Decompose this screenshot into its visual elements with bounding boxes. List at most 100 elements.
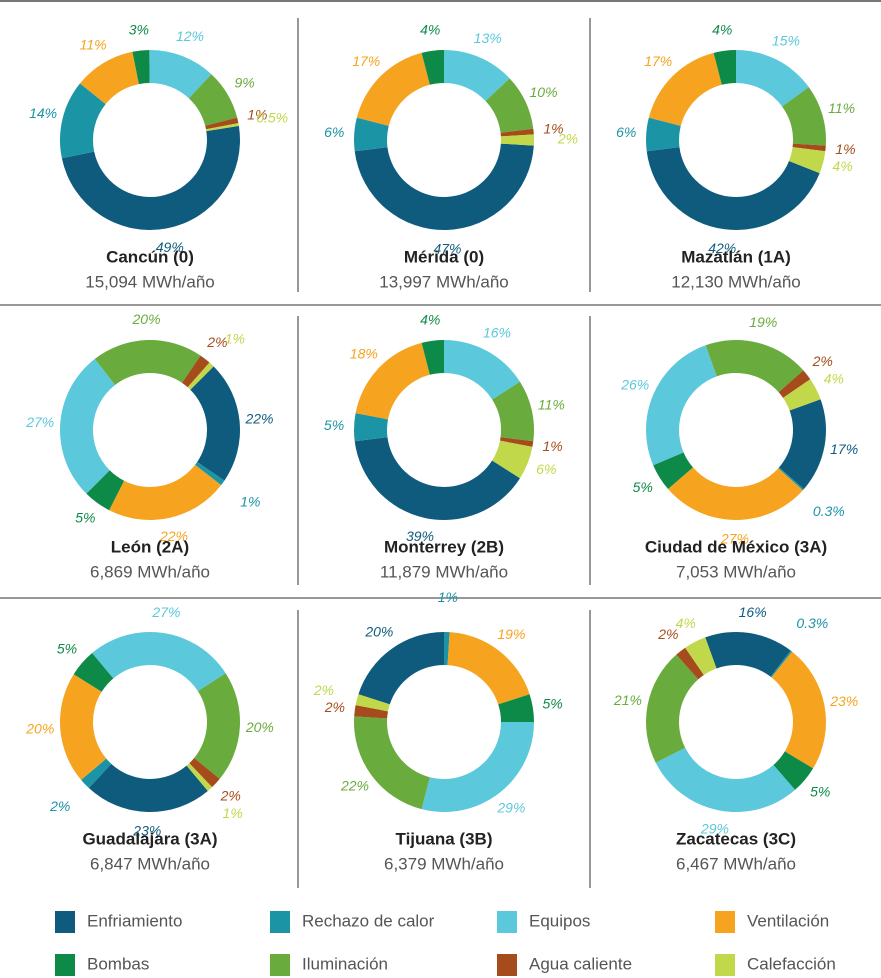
legend-label: Bombas — [87, 954, 149, 973]
data-label: 27% — [720, 531, 749, 547]
data-label: 10% — [530, 84, 558, 100]
data-label: 4% — [420, 22, 440, 38]
donut-slice — [444, 340, 520, 400]
donut-slice — [645, 117, 681, 152]
donut-slice — [500, 134, 534, 146]
data-label: 29% — [496, 800, 525, 816]
donut-slice — [195, 462, 225, 486]
donut-slice — [788, 147, 826, 174]
donut-slice — [79, 51, 139, 105]
chart-title: Guadalajara (3A) — [82, 829, 217, 848]
data-label: 0.3% — [813, 503, 845, 519]
donut-slice — [132, 50, 150, 85]
data-label: 5% — [324, 417, 344, 433]
legend-label: Calefacción — [747, 954, 836, 973]
data-label: 2% — [557, 131, 578, 147]
data-label: 39% — [406, 528, 434, 544]
data-label: 1% — [223, 805, 243, 821]
donut-slice — [500, 128, 534, 137]
donut-slice — [646, 147, 820, 230]
data-label: 4% — [824, 370, 844, 386]
data-label: 0.5% — [256, 109, 288, 125]
legend-swatch — [270, 911, 290, 933]
legend-swatch — [497, 954, 517, 976]
donut-slice — [646, 654, 699, 763]
data-label: 17% — [644, 53, 672, 69]
donut-slice — [354, 117, 389, 152]
data-label: 1% — [543, 438, 563, 454]
donut-slice — [421, 50, 444, 85]
donut-slice — [149, 50, 212, 99]
legend-label: Ventilación — [747, 911, 829, 930]
data-label: 4% — [420, 312, 440, 328]
chart-subtitle: 6,869 MWh/año — [90, 562, 210, 581]
data-label: 20% — [25, 720, 54, 736]
chart-subtitle: 6,467 MWh/año — [676, 854, 796, 873]
donut-slice — [778, 467, 804, 491]
donut-slice — [645, 345, 717, 466]
legend-swatch — [55, 954, 75, 976]
chart-subtitle: 7,053 MWh/año — [676, 562, 796, 581]
data-label: 17% — [352, 53, 380, 69]
donut-slice — [447, 632, 530, 705]
data-label: 1% — [240, 494, 260, 510]
legend-label: Equipos — [529, 911, 590, 930]
donut-slice — [194, 673, 241, 779]
data-label: 21% — [613, 692, 642, 708]
donut-slice — [421, 722, 534, 812]
data-label: 6% — [536, 461, 556, 477]
donut-slice — [190, 366, 241, 481]
donut-slice — [653, 452, 693, 490]
chart-subtitle: 13,997 MWh/año — [379, 272, 508, 291]
donut-slice — [705, 340, 804, 393]
data-label: 16% — [483, 324, 511, 340]
data-label: 1% — [835, 141, 855, 157]
donut-slice — [205, 123, 239, 132]
donut-slice — [186, 763, 213, 791]
donut-slice — [61, 125, 241, 231]
donut-slice — [792, 143, 826, 152]
donut-slice — [771, 651, 827, 769]
donut-slice — [355, 342, 430, 420]
data-label: 23% — [132, 823, 161, 839]
donut-slice — [498, 694, 534, 722]
chart-subtitle: 6,379 MWh/año — [384, 854, 504, 873]
data-label: 6% — [324, 124, 344, 140]
donut-slice — [94, 340, 201, 385]
chart-title: Cancún (0) — [106, 247, 194, 266]
data-label: 19% — [749, 314, 777, 330]
donut-slice — [92, 632, 226, 692]
data-label: 5% — [543, 695, 563, 711]
data-label: 47% — [433, 241, 461, 257]
data-label: 5% — [810, 783, 830, 799]
legend-label: Iluminación — [302, 954, 388, 973]
donut-slice — [354, 437, 520, 520]
donut-slice — [676, 647, 704, 680]
data-label: 18% — [350, 345, 378, 361]
donut-slice — [492, 440, 533, 479]
data-label: 19% — [497, 626, 525, 642]
donut-slice — [354, 143, 534, 230]
donut-slice — [655, 747, 796, 812]
data-label: 1% — [247, 107, 267, 123]
data-label: 1% — [438, 589, 458, 605]
legend-swatch — [715, 954, 735, 976]
data-label: 5% — [633, 479, 653, 495]
chart-title: León (2A) — [111, 537, 189, 556]
data-label: 11% — [828, 100, 855, 116]
data-label: 2% — [657, 626, 678, 642]
donut-slice — [187, 362, 214, 390]
donut-slice — [492, 381, 535, 442]
data-label: 2% — [324, 699, 345, 715]
data-label: 2% — [812, 353, 833, 369]
column-dividers — [297, 18, 591, 888]
donut-slice — [355, 694, 390, 712]
data-label: 49% — [156, 239, 184, 255]
donut-slice — [88, 763, 208, 812]
data-label: 22% — [159, 528, 188, 544]
donut-slice — [109, 464, 222, 520]
data-label: 22% — [340, 777, 369, 793]
data-label: 2% — [220, 787, 241, 803]
donut-slice — [770, 650, 793, 678]
